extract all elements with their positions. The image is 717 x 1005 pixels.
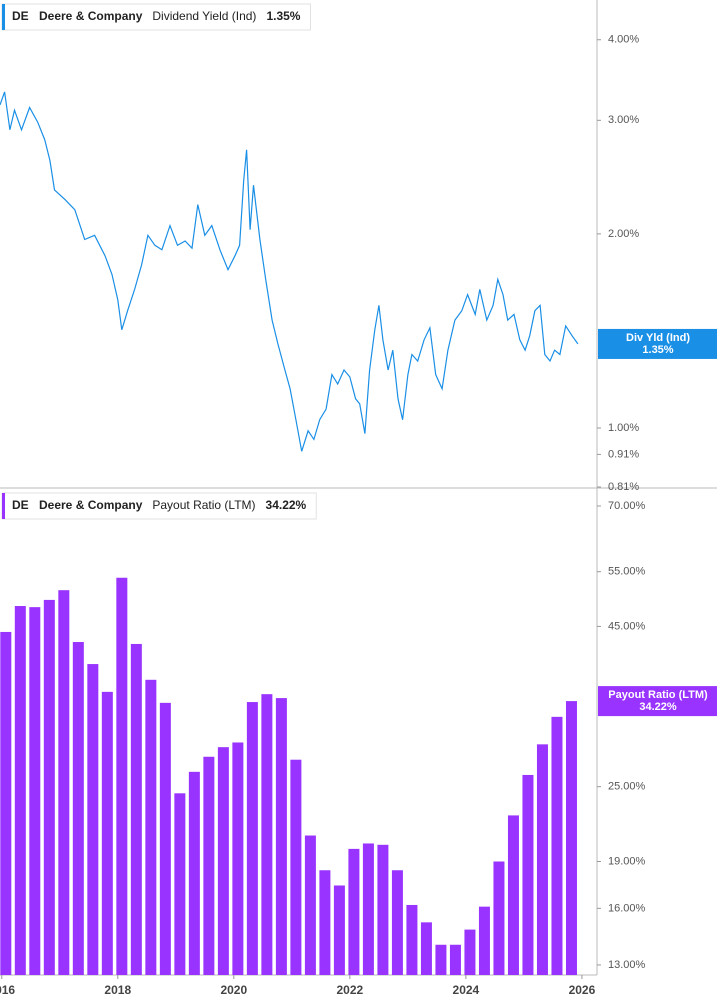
bar [551,716,563,975]
bar [522,774,534,975]
bar [319,870,331,975]
y-tick-label: 19.00% [608,855,646,867]
bar [261,694,273,975]
bar [232,742,244,975]
x-tick-label: 2026 [569,983,596,997]
badge-value: 1.35% [642,344,673,356]
bar [145,679,157,975]
bar [420,922,432,975]
legend-ticker: DE [12,498,29,512]
y-tick-label: 0.81% [608,481,639,493]
bar [348,848,360,975]
bar [246,702,258,975]
legend-box [1,492,317,520]
bar [275,698,287,975]
bar [188,771,200,975]
value-badge [598,328,717,359]
legend-series: Payout Ratio (LTM) [152,498,255,512]
bar [159,702,171,975]
value-badge [598,686,717,717]
x-tick-label: 2018 [104,983,131,997]
bar [377,844,389,975]
legend-series: Dividend Yield (Ind) [152,9,256,23]
bar [536,744,548,975]
legend: DE Deere & Company Dividend Yield (Ind) 1.3… [1,3,311,31]
x-tick-label: 2024 [453,983,480,997]
x-tick-label: 2020 [220,983,247,997]
y-tick-label: 3.00% [608,114,639,126]
y-tick-label: 45.00% [608,620,646,632]
bar [203,756,215,975]
line-series [0,91,579,452]
legend-value: 1.35% [266,9,300,23]
bar [449,944,461,975]
bar [116,577,128,975]
bar [130,643,142,975]
y-tick-label: 70.00% [608,500,646,512]
bar [464,929,476,975]
bar [101,691,113,975]
badge-name: Div Yld (Ind) [626,332,690,344]
bar [87,664,99,975]
y-tick-label: 25.00% [608,781,646,793]
bar [406,904,418,975]
y-tick-label: 55.00% [608,566,646,578]
bar [43,599,55,975]
legend-swatch [2,4,5,30]
legend-company: Deere & Company [39,498,143,512]
bar [174,793,186,975]
legend-box [1,3,311,31]
badge-value: 34.22% [639,701,677,713]
bar [14,606,26,975]
x-tick-label: 2022 [336,983,363,997]
y-tick-label: 4.00% [608,34,639,46]
y-tick-label: 1.00% [608,422,639,434]
bar [478,906,490,975]
legend-ticker: DE [12,9,29,23]
bar [58,590,70,975]
y-tick-label: 2.00% [608,228,639,240]
y-tick-label: 0.91% [608,448,639,460]
bar [290,759,302,975]
bar [507,815,519,975]
legend-value: 34.22% [266,498,307,512]
bar [29,607,41,975]
y-tick-label: 13.00% [608,959,646,971]
bar [435,944,447,975]
bar [0,631,12,975]
bar [493,861,505,975]
legend-company: Deere & Company [39,9,143,23]
bar [217,747,229,975]
badge-name: Payout Ratio (LTM) [608,689,708,701]
bar [565,701,577,975]
bar [304,835,316,975]
y-tick-label: 16.00% [608,902,646,914]
bar [333,885,345,975]
bar [391,870,403,975]
bar [362,843,374,975]
legend-swatch [2,493,5,519]
x-tick-label: 2016 [0,983,15,997]
legend: DE Deere & Company Payout Ratio (LTM) 34.22… [1,492,317,520]
bar [72,642,84,975]
